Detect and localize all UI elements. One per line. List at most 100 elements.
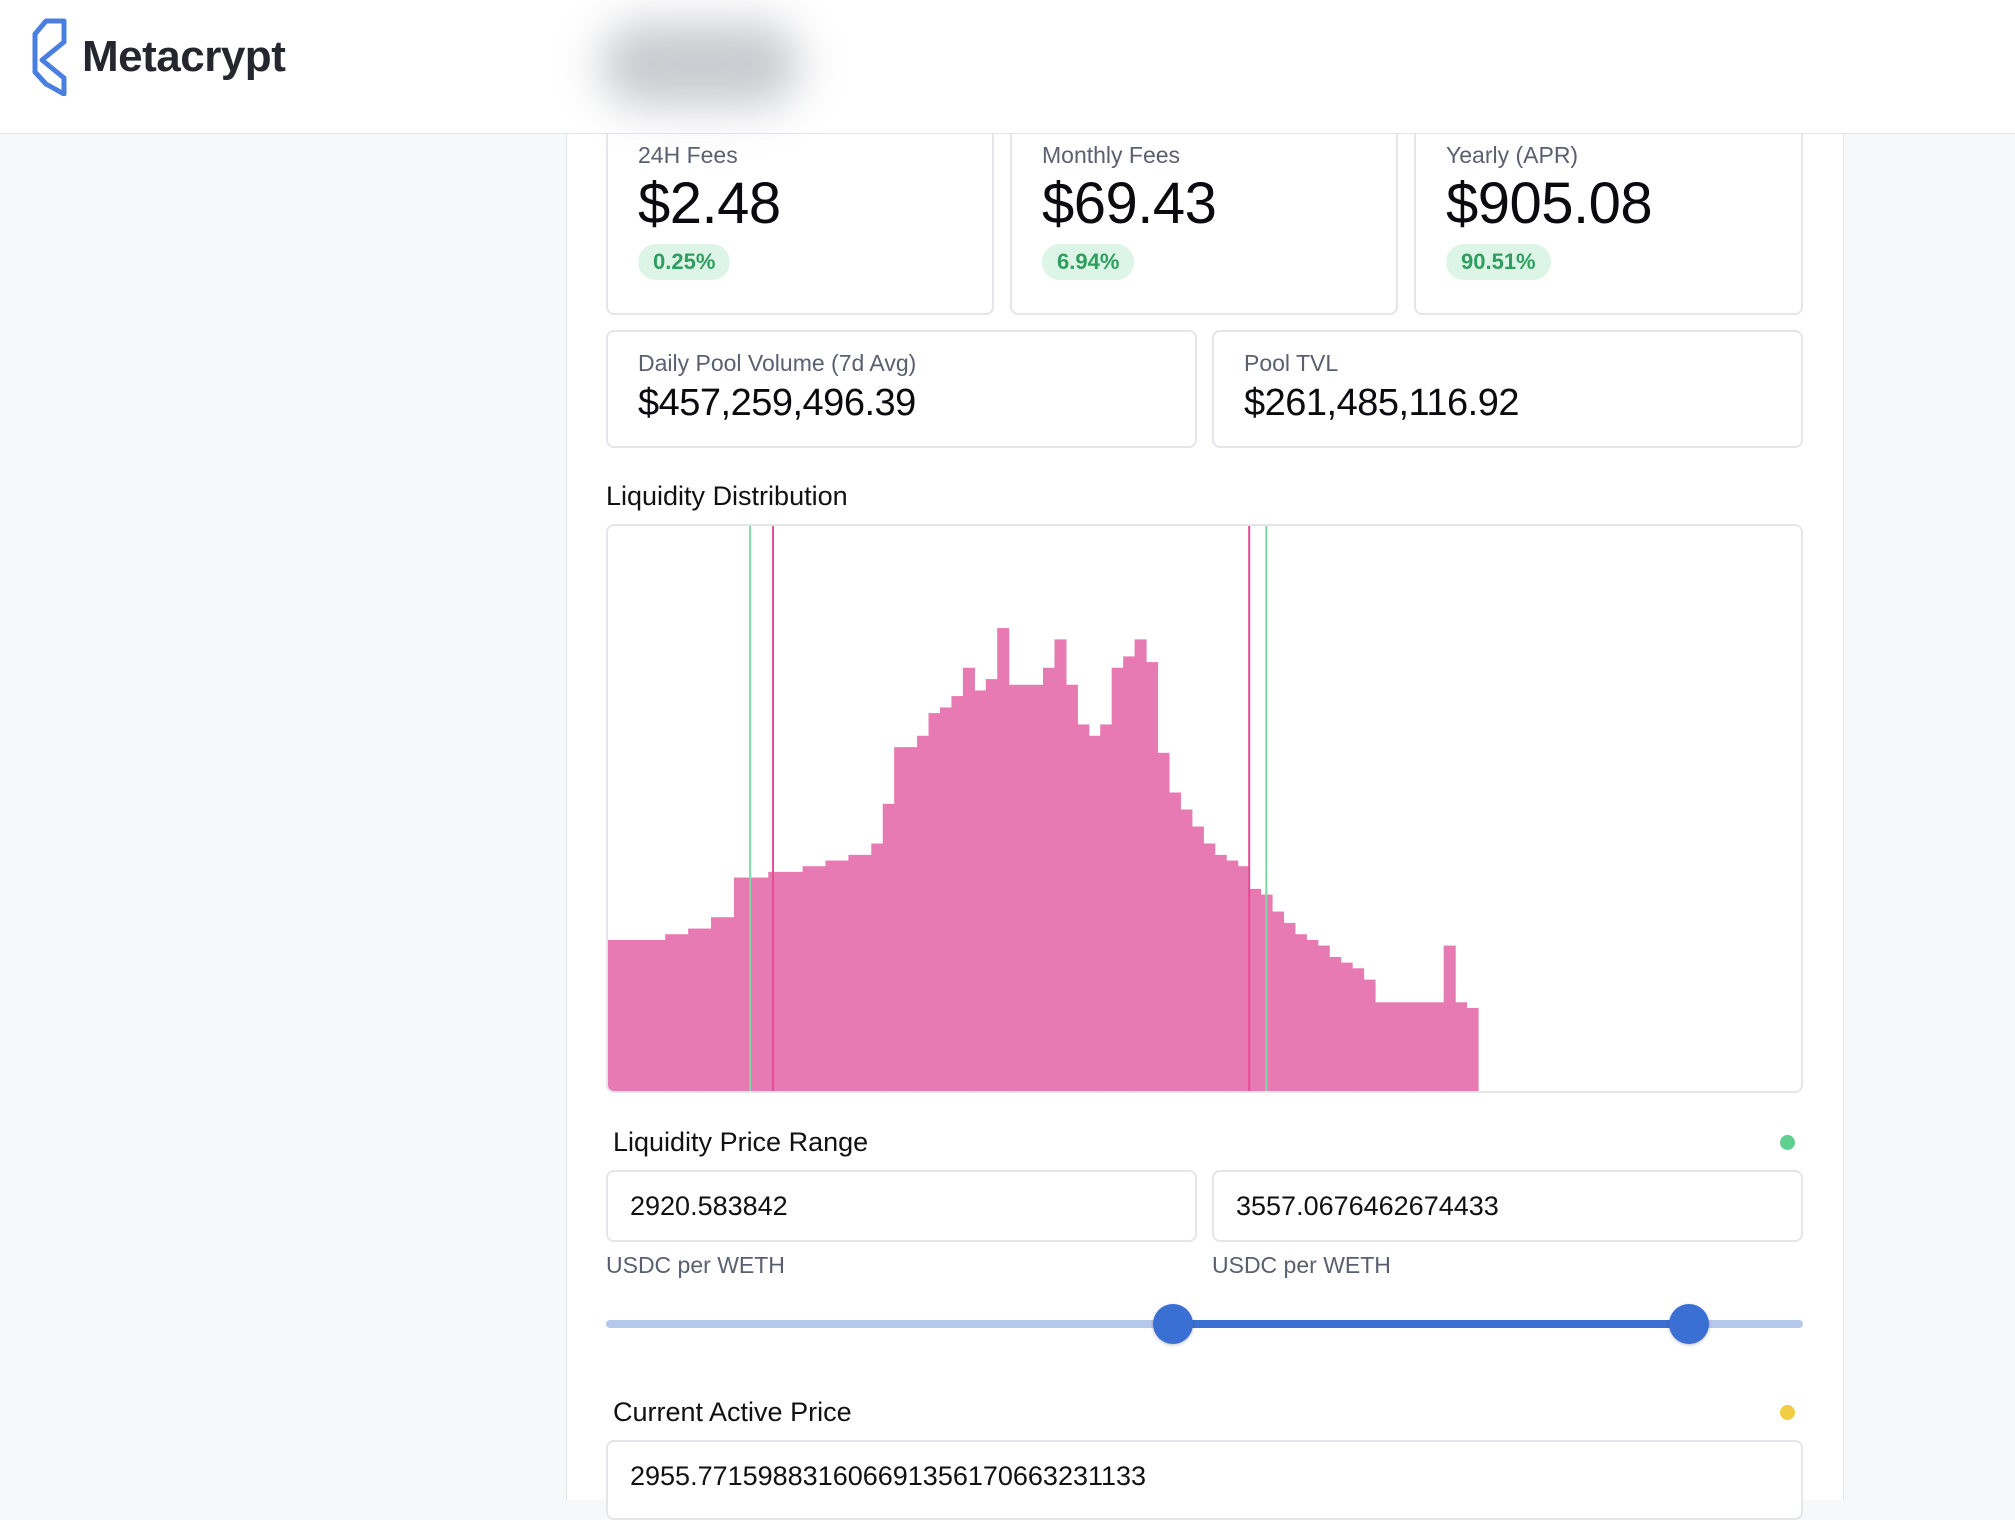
fees-yearly-value: $905.08	[1446, 171, 1653, 236]
fees-24h-card: 24H Fees $2.48 0.25%	[606, 110, 994, 315]
liquidity-bar	[722, 917, 735, 1091]
liquidity-bar	[1123, 656, 1136, 1091]
pool-tvl-card: Pool TVL $261,485,116.92	[1212, 330, 1803, 448]
fees-24h-percent-badge: 0.25%	[638, 244, 731, 280]
liquidity-histogram	[608, 526, 1479, 1091]
liquidity-bar	[985, 679, 998, 1091]
liquidity-bar	[951, 696, 964, 1091]
liquidity-bar	[733, 877, 746, 1091]
liquidity-bar	[1329, 956, 1342, 1091]
liquidity-bar	[905, 747, 918, 1091]
liquidity-bar	[825, 860, 838, 1091]
liquidity-bar	[1306, 939, 1319, 1091]
liquidity-bar	[802, 866, 815, 1091]
price-range-slider-fill	[1173, 1320, 1690, 1328]
price-range-title: Liquidity Price Range	[613, 1127, 869, 1157]
liquidity-bar	[1283, 922, 1296, 1091]
liquidity-bar	[642, 939, 655, 1091]
liquidity-bar	[928, 713, 941, 1091]
brand-logo[interactable]: Metacrypt	[32, 18, 286, 96]
liquidity-bar	[836, 860, 849, 1091]
fees-monthly-value: $69.43	[1042, 171, 1217, 236]
min-price-unit: USDC per WETH	[606, 1252, 785, 1278]
liquidity-bar	[917, 735, 930, 1091]
liquidity-bar	[1134, 639, 1147, 1091]
liquidity-bar	[1374, 1002, 1388, 1091]
liquidity-bar	[814, 866, 827, 1091]
liquidity-bar	[1054, 639, 1067, 1091]
liquidity-bar	[1088, 735, 1101, 1091]
pool-tvl-value: $261,485,116.92	[1244, 382, 1519, 424]
min-price-input[interactable]: 2920.583842	[606, 1170, 1197, 1242]
liquidity-bar	[1168, 792, 1181, 1091]
liquidity-bar	[974, 690, 987, 1091]
fees-monthly-label: Monthly Fees	[1042, 142, 1181, 168]
fees-yearly-card: Yearly (APR) $905.08 90.51%	[1414, 110, 1803, 315]
liquidity-bar	[1455, 1002, 1468, 1091]
liquidity-bar	[1077, 724, 1090, 1091]
liquidity-bar	[1420, 1002, 1433, 1091]
liquidity-bar	[699, 928, 712, 1091]
max-price-unit: USDC per WETH	[1212, 1252, 1391, 1278]
liquidity-bar	[1031, 684, 1044, 1091]
liquidity-bar	[1180, 809, 1193, 1091]
liquidity-bar	[756, 877, 769, 1091]
liquidity-bar	[653, 939, 666, 1091]
liquidity-bar	[859, 854, 872, 1091]
liquidity-bar	[711, 917, 724, 1091]
liquidity-bar	[939, 707, 953, 1091]
liquidity-bar	[745, 877, 758, 1091]
liquidity-bar	[1249, 888, 1262, 1091]
liquidity-bar	[665, 934, 678, 1091]
liquidity-bar	[1352, 968, 1365, 1091]
liquidity-bar	[791, 871, 804, 1091]
liquidity-bar	[619, 939, 632, 1091]
fees-24h-label: 24H Fees	[638, 142, 738, 168]
liquidity-bar	[1065, 684, 1078, 1091]
liquidity-bar	[894, 747, 907, 1091]
liquidity-bar	[1317, 945, 1330, 1091]
liquidity-bar	[1100, 724, 1113, 1091]
fees-monthly-percent-badge: 6.94%	[1042, 244, 1135, 280]
pool-volume-card: Daily Pool Volume (7d Avg) $457,259,496.…	[606, 330, 1197, 448]
liquidity-bar	[676, 934, 689, 1091]
liquidity-bar	[768, 871, 781, 1091]
liquidity-bar	[779, 871, 792, 1091]
liquidity-bar	[1020, 684, 1033, 1091]
liquidity-bar	[1294, 934, 1307, 1091]
liquidity-bar	[882, 803, 895, 1091]
liquidity-bar	[1363, 979, 1376, 1091]
liquidity-bar	[1226, 860, 1239, 1091]
blurred-account-area	[600, 22, 800, 107]
max-price-input[interactable]: 3557.0676462674433	[1212, 1170, 1803, 1242]
price-range-max-handle[interactable]	[1669, 1304, 1710, 1344]
liquidity-bar	[1157, 752, 1170, 1091]
liquidity-bar	[688, 928, 701, 1091]
fees-yearly-percent-badge: 90.51%	[1446, 244, 1551, 280]
fees-24h-value: $2.48	[638, 171, 781, 236]
app-header: Metacrypt	[0, 0, 2015, 134]
liquidity-bar	[630, 939, 643, 1091]
liquidity-bar	[1340, 962, 1353, 1091]
liquidity-bar	[1203, 843, 1216, 1091]
fees-monthly-card: Monthly Fees $69.43 6.94%	[1010, 110, 1398, 315]
liquidity-distribution-title: Liquidity Distribution	[606, 481, 848, 511]
liquidity-bar	[871, 843, 884, 1091]
liquidity-bar	[1466, 1007, 1479, 1091]
liquidity-bar	[848, 854, 861, 1091]
price-range-min-handle[interactable]	[1153, 1304, 1194, 1344]
liquidity-bar	[1409, 1002, 1422, 1091]
pool-volume-label: Daily Pool Volume (7d Avg)	[638, 350, 917, 376]
pool-tvl-label: Pool TVL	[1244, 350, 1339, 376]
liquidity-bar	[1443, 945, 1456, 1091]
metacrypt-logo-icon	[32, 18, 67, 96]
liquidity-bar	[1432, 1002, 1445, 1091]
liquidity-bar	[1043, 667, 1056, 1091]
liquidity-bar	[1397, 1002, 1410, 1091]
liquidity-bar	[1191, 826, 1204, 1091]
liquidity-bar	[1386, 1002, 1399, 1091]
liquidity-bar	[1271, 911, 1284, 1091]
brand-name: Metacrypt	[82, 32, 286, 81]
liquidity-distribution-chart	[606, 524, 1803, 1093]
price-range-status-dot	[1780, 1135, 1795, 1150]
